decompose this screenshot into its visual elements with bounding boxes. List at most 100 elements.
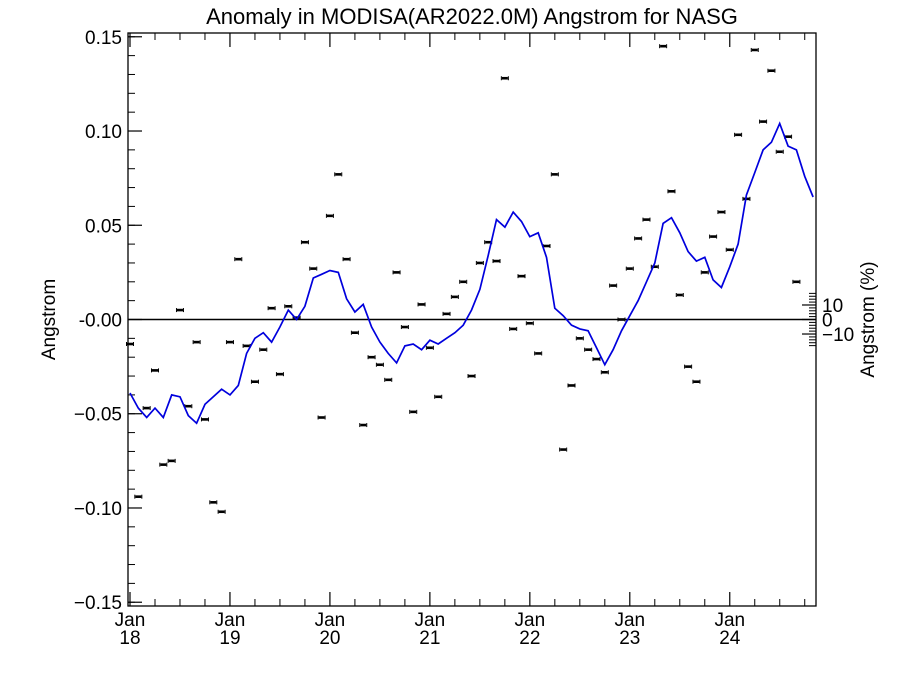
x-tick-year-label: 21 — [419, 628, 440, 649]
data-point — [642, 217, 651, 222]
x-tick-year-label: 20 — [319, 628, 340, 649]
data-point — [659, 44, 668, 49]
x-tick-year-label: 24 — [719, 628, 741, 649]
x-tick-year-label: 19 — [219, 628, 240, 649]
data-point — [759, 119, 768, 124]
data-point — [625, 266, 634, 271]
data-point — [159, 462, 168, 467]
data-point — [250, 379, 259, 384]
data-point — [467, 374, 476, 379]
data-point — [175, 308, 184, 313]
data-point — [675, 292, 684, 297]
data-point — [775, 149, 784, 154]
data-point — [492, 259, 501, 264]
data-point — [692, 379, 701, 384]
data-point — [134, 494, 143, 499]
data-point — [309, 266, 318, 271]
data-point — [200, 417, 209, 422]
data-point — [126, 342, 134, 347]
data-point — [184, 404, 193, 409]
data-point — [792, 279, 801, 284]
data-point — [517, 274, 526, 279]
y-right-tick-label: 0 — [822, 311, 833, 332]
data-point — [567, 383, 576, 388]
data-point — [767, 68, 776, 73]
data-point — [142, 406, 151, 411]
data-point — [317, 415, 326, 420]
data-point — [542, 243, 551, 248]
data-point — [367, 355, 376, 360]
y-axis-left: 0.15 0.10 0.05 -0.00 −0.05 −0.10 −0.15 — [74, 28, 142, 614]
data-point — [667, 189, 676, 194]
y-right-tick-label: 10 — [822, 296, 843, 317]
data-point — [559, 447, 568, 452]
data-point — [392, 270, 401, 275]
y-tick-label: −0.15 — [74, 593, 122, 614]
y-tick-label: −0.10 — [74, 499, 122, 520]
data-point — [717, 210, 726, 215]
data-point — [725, 247, 734, 252]
y-right-tick-label: −10 — [822, 325, 854, 346]
y-tick-label: −0.05 — [74, 405, 122, 426]
data-point — [734, 132, 743, 137]
data-point — [617, 317, 626, 322]
data-point — [525, 321, 534, 326]
y-axis-label: Angstrom — [39, 279, 60, 360]
y-tick-label: -0.00 — [79, 311, 122, 332]
data-point — [609, 283, 618, 288]
running-mean-line — [129, 121, 814, 425]
data-point — [575, 336, 584, 341]
data-point — [409, 409, 418, 414]
data-point — [459, 279, 468, 284]
data-point — [709, 234, 718, 239]
plot-frame — [127, 32, 817, 607]
y-tick-label: 0.05 — [85, 216, 122, 237]
data-point — [284, 304, 293, 309]
data-point — [334, 172, 343, 177]
x-tick-month-label: Jan — [614, 610, 645, 631]
data-point — [700, 270, 709, 275]
data-point — [342, 257, 351, 262]
data-point — [209, 500, 218, 505]
data-point — [400, 325, 409, 330]
data-point — [375, 362, 384, 367]
x-tick-month-label: Jan — [515, 610, 546, 631]
data-point — [267, 306, 276, 311]
data-point — [475, 260, 484, 265]
x-tick-year-label: 23 — [619, 628, 640, 649]
data-point — [192, 340, 201, 345]
data-point — [509, 326, 518, 331]
x-tick-month-label: Jan — [315, 610, 346, 631]
x-tick-month-label: Jan — [215, 610, 246, 631]
x-tick-month-label: Jan — [714, 610, 745, 631]
data-point — [442, 311, 451, 316]
data-point — [425, 345, 434, 350]
chart-title: Anomaly in MODISA(AR2022.0M) Angstrom fo… — [206, 4, 738, 29]
data-point — [600, 370, 609, 375]
x-tick-year-label: 18 — [119, 628, 140, 649]
data-point — [217, 509, 226, 514]
data-point — [275, 372, 284, 377]
x-tick-month-label: Jan — [115, 610, 146, 631]
data-point — [350, 330, 359, 335]
data-point — [300, 240, 309, 245]
y-tick-label: 0.10 — [85, 122, 122, 143]
data-point — [167, 458, 176, 463]
data-point — [150, 368, 159, 373]
data-point — [325, 213, 334, 218]
data-point — [684, 364, 693, 369]
data-series — [126, 44, 814, 514]
y-tick-label: 0.15 — [85, 28, 122, 49]
data-point — [417, 302, 426, 307]
y-axis-right-label: Angstrom (%) — [858, 261, 879, 377]
data-point — [750, 47, 759, 52]
data-point — [225, 340, 234, 345]
data-point — [450, 294, 459, 299]
y-axis-right: 100−10 — [802, 292, 854, 347]
data-point — [234, 257, 243, 262]
data-point — [434, 394, 443, 399]
data-point — [584, 347, 593, 352]
data-point — [534, 351, 543, 356]
data-point — [500, 76, 509, 81]
